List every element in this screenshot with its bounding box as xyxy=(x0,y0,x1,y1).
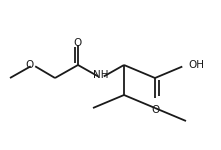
Text: O: O xyxy=(151,105,159,115)
Text: OH: OH xyxy=(188,60,204,70)
Text: NH: NH xyxy=(93,70,109,80)
Text: O: O xyxy=(74,38,82,48)
Text: O: O xyxy=(26,60,34,70)
